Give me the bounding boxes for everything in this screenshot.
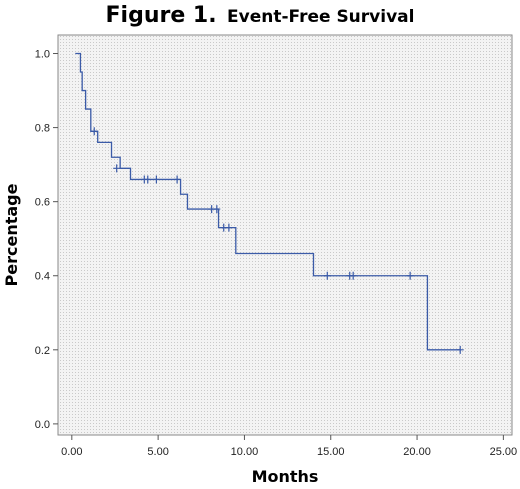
x-tick-label: 5.00 (147, 446, 168, 458)
x-tick-label: 15.00 (317, 446, 345, 458)
y-tick-label: 0.4 (35, 271, 50, 283)
y-tick-label: 0.0 (35, 419, 50, 431)
y-axis-title: Percentage (2, 183, 21, 286)
censor-mark (144, 175, 152, 184)
y-tick-label: 0.6 (35, 197, 50, 209)
censor-mark (406, 271, 414, 280)
x-axis-title: Months (252, 467, 319, 486)
x-tick-label: 0.00 (61, 446, 82, 458)
censor-mark (173, 175, 181, 184)
censor-mark (349, 271, 357, 280)
censor-mark (152, 175, 160, 184)
y-tick-label: 0.2 (35, 345, 50, 357)
x-tick-label: 20.00 (403, 446, 431, 458)
censor-mark (323, 271, 331, 280)
figure-title-text: Event-Free Survival (227, 7, 415, 27)
figure-number: Figure 1. (105, 3, 217, 28)
censor-mark (90, 127, 98, 136)
figure-title: Figure 1. Event-Free Survival (0, 3, 520, 28)
censor-mark (456, 345, 464, 354)
plot-area (57, 34, 513, 436)
y-tick-label: 0.8 (35, 123, 50, 135)
censor-mark (113, 164, 121, 173)
x-tick-label: 10.00 (231, 446, 259, 458)
censor-mark (213, 205, 221, 214)
y-tick-label: 1.0 (35, 49, 50, 61)
survival-curve (75, 52, 461, 351)
censor-mark (225, 223, 233, 232)
x-tick-label: 25.00 (490, 446, 518, 458)
